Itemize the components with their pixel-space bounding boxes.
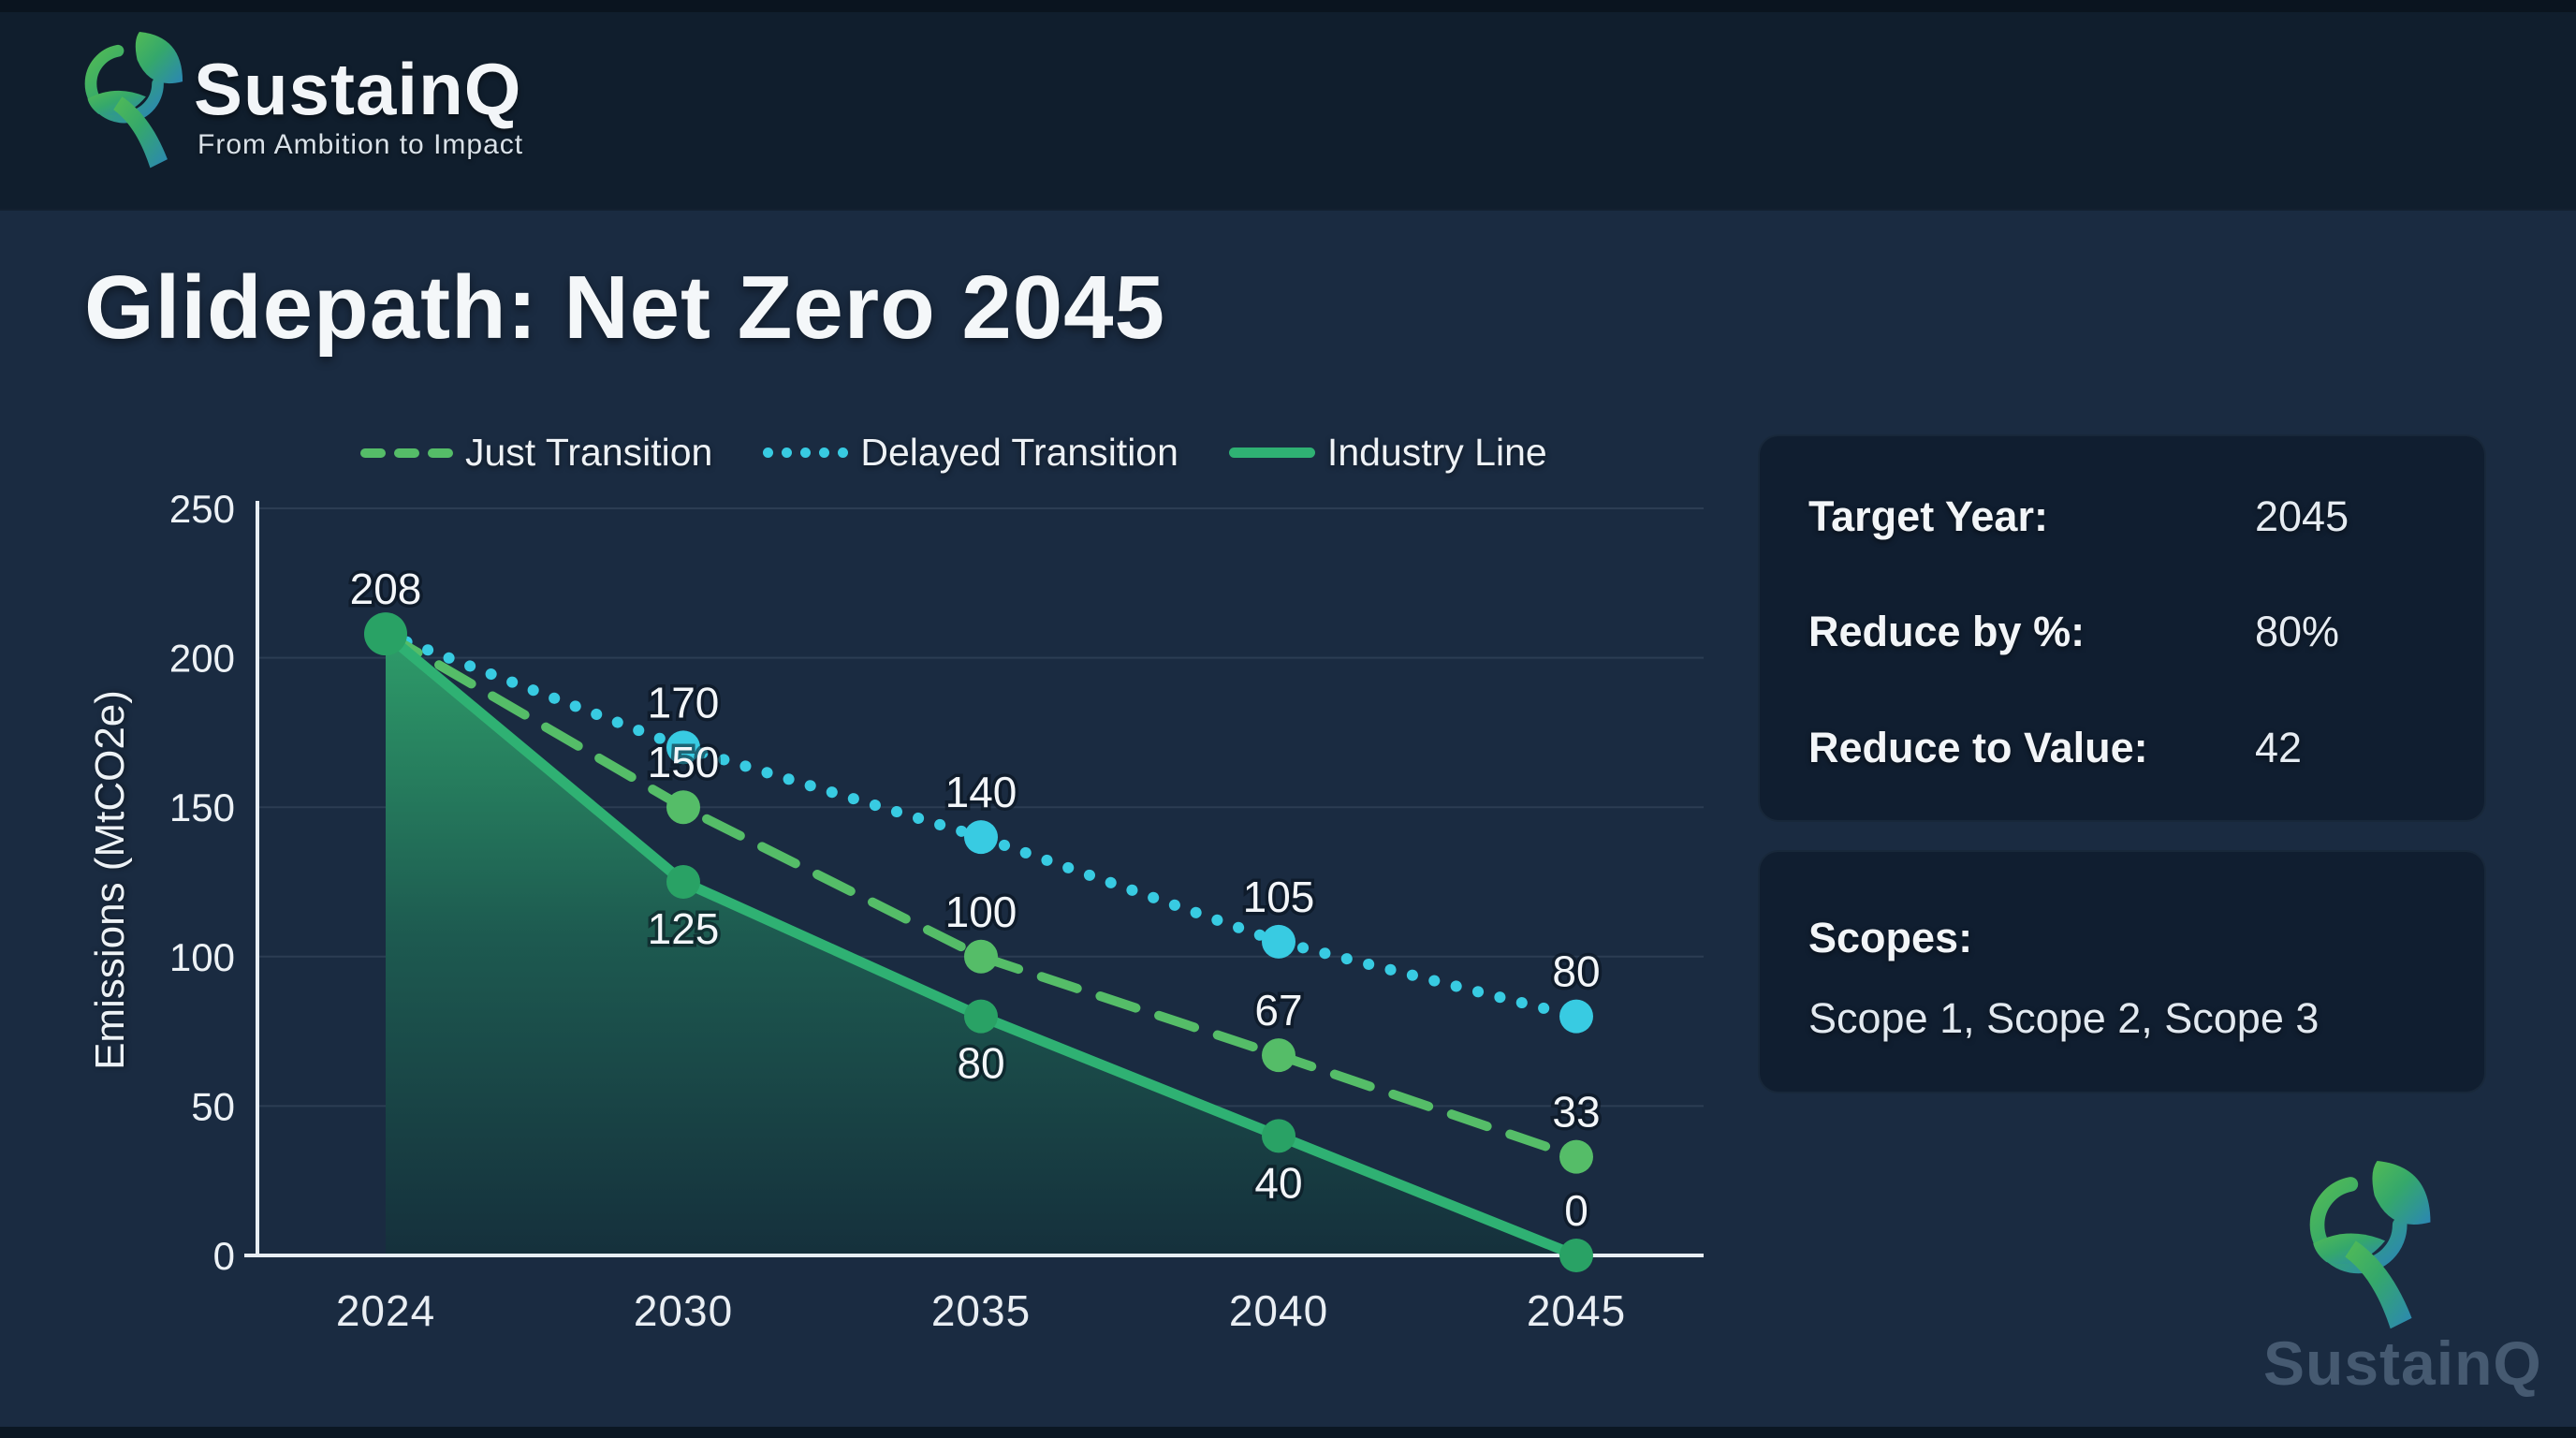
sustainq-logo-icon [84,32,183,169]
y-tick-label: 250 [169,487,235,531]
data-point-industry-line [964,999,998,1034]
target-summary-panel: Target Year: 2045 Reduce by %: 80% Reduc… [1758,434,2486,822]
data-point-just-transition [369,617,402,652]
data-point-label: 208 [350,565,422,613]
y-axis-title-wrap: Emissions (MtCO2e) [87,506,133,1255]
y-tick-label: 150 [169,785,235,829]
scopes-label: Scopes: [1808,914,1973,961]
y-axis-title: Emissions (MtCO2e) [87,690,133,1070]
data-point-label: 80 [1552,947,1600,996]
industry-area-fill [386,634,1576,1255]
series-line-just-transition [381,629,1581,1162]
page-title: Glidepath: Net Zero 2045 [84,257,1165,358]
y-tick-label: 200 [169,637,235,681]
legend-label: Delayed Transition [860,431,1178,474]
series-line-delayed-transition [380,628,1582,1022]
row-value: 2045 [2255,492,2349,540]
x-tick-label: 2045 [1527,1286,1626,1335]
data-point-label: 170 [648,678,720,726]
legend-item-just-transition: Just Transition [360,431,712,475]
data-point-delayed-transition [1262,924,1295,959]
legend-label: Just Transition [465,431,713,474]
data-point-label: 105 [1243,873,1315,921]
scopes-panel: Scopes: Scope 1, Scope 2, Scope 3 [1758,850,2486,1093]
scopes-value: Scope 1, Scope 2, Scope 3 [1808,994,2320,1042]
sustainq-watermark-icon [2309,1161,2431,1329]
summary-row-reduce-by-pct: Reduce by %: 80% [1808,608,2447,656]
legend-label: Industry Line [1326,431,1547,474]
solid-line-swatch-icon [1228,448,1315,458]
row-value: 42 [2255,724,2303,771]
data-point-label: 140 [945,768,1017,816]
scopes-value-row: Scope 1, Scope 2, Scope 3 [1808,994,2447,1043]
y-tick-label: 50 [191,1084,235,1128]
data-point-delayed-transition [666,730,700,765]
x-tick-label: 2035 [931,1286,1031,1335]
row-label: Reduce to Value: [1808,724,2148,771]
top-strip [0,0,2576,12]
summary-row-reduce-to-value: Reduce to Value: 42 [1808,724,2447,772]
y-tick-label: 0 [213,1234,235,1278]
data-point-industry-line [1262,1119,1295,1153]
data-point-label: 150 [648,738,720,786]
data-point-industry-line [666,865,700,899]
bottom-strip [0,1427,2576,1438]
data-point-delayed-transition [1559,999,1593,1034]
chart-legend: Just Transition Delayed Transition Indus… [360,431,1547,475]
data-point-label: 40 [1254,1158,1302,1207]
brand-tagline: From Ambition to Impact [198,129,524,160]
watermark-text: SustainQ [2263,1328,2542,1398]
data-point-label: 0 [1564,1186,1588,1235]
header-band [0,0,2576,209]
data-point-just-transition [1559,1139,1593,1174]
data-point-just-transition [964,939,998,974]
series-line-industry-line [380,628,1582,1261]
dashed-line-swatch-icon [360,448,453,458]
data-point-label: 33 [1552,1088,1600,1137]
data-point-just-transition [1262,1038,1295,1073]
data-point-delayed-transition [369,617,402,652]
x-tick-label: 2024 [336,1286,435,1335]
data-point-label: 125 [648,904,720,953]
data-point-just-transition [666,790,700,825]
data-point-industry-line [1559,1239,1593,1272]
x-tick-label: 2040 [1229,1286,1328,1335]
y-tick-label: 100 [169,935,235,979]
dotted-line-swatch-icon [763,448,849,458]
row-label: Target Year: [1808,492,2048,540]
row-label: Reduce by %: [1808,608,2086,655]
row-value: 80% [2255,608,2340,655]
legend-item-industry-line: Industry Line [1228,431,1547,475]
data-point-industry-line [364,612,407,656]
x-tick-label: 2030 [634,1286,733,1335]
data-point-delayed-transition [964,820,998,855]
legend-item-delayed-transition: Delayed Transition [763,431,1178,475]
brand-name: SustainQ [194,48,522,130]
data-point-label: 67 [1254,986,1302,1034]
data-point-label: 100 [945,888,1017,936]
scopes-heading-row: Scopes: [1808,914,2447,962]
summary-row-target-year: Target Year: 2045 [1808,492,2447,541]
data-point-label: 80 [957,1039,1004,1088]
